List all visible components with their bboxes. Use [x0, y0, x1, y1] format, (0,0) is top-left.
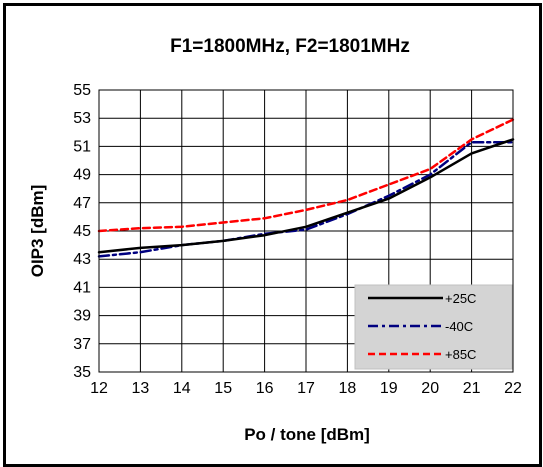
series-line-85c	[97, 118, 515, 233]
x-tick-label: 21	[463, 380, 481, 397]
y-tick-label: 39	[73, 308, 91, 325]
legend-label: +25C	[445, 291, 476, 306]
x-axis-label: Po / tone [dBm]	[244, 425, 370, 444]
chart-title: F1=1800MHz, F2=1801MHz	[170, 36, 410, 57]
x-tick-label: 12	[90, 380, 108, 397]
y-tick-label: 37	[73, 336, 91, 353]
x-tick-label: 20	[421, 380, 439, 397]
x-tick-label: 15	[214, 380, 232, 397]
x-tick-label: 13	[132, 380, 150, 397]
y-tick-label: 53	[73, 110, 91, 127]
x-tick-labels: 12 13 14 15 16 17 18 19 20 21 22	[90, 380, 522, 397]
y-tick-label: 55	[73, 82, 91, 99]
y-tick-label: 45	[73, 223, 91, 240]
y-tick-label: 35	[73, 364, 91, 381]
plot-area-border	[98, 89, 514, 373]
y-tick-label: 51	[73, 138, 91, 155]
y-tick-label: 43	[73, 251, 91, 268]
x-tick-label: 16	[256, 380, 274, 397]
y-tick-label: 47	[73, 195, 91, 212]
y-tick-labels: 35 37 39 41 43 45 47 49 51 53 55	[73, 82, 91, 381]
x-tick-label: 19	[380, 380, 398, 397]
series-lines	[97, 118, 515, 258]
chart-frame	[3, 3, 542, 467]
x-tick-label: 22	[504, 380, 522, 397]
series-line-25c	[97, 138, 515, 254]
legend-label: -40C	[445, 319, 473, 334]
series-line-40c	[97, 140, 515, 258]
x-tick-label: 17	[297, 380, 315, 397]
y-tick-label: 41	[73, 279, 91, 296]
y-tick-label: 49	[73, 167, 91, 184]
x-tick-label: 14	[173, 380, 191, 397]
legend: +25C -40C +85C	[354, 284, 513, 370]
x-tick-label: 18	[339, 380, 357, 397]
legend-label: +85C	[445, 347, 476, 362]
y-axis-label: OIP3 [dBm]	[28, 185, 47, 278]
